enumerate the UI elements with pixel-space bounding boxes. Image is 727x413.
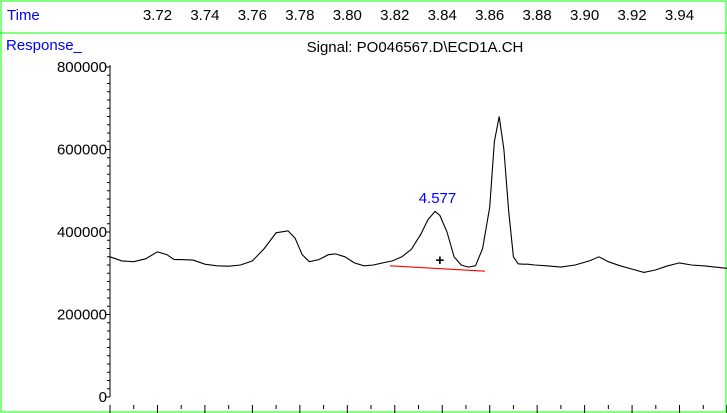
y-tick-label: 0 <box>99 389 107 406</box>
x-tick-label: 3.90 <box>570 7 599 24</box>
signal-trace <box>109 116 727 273</box>
integration-baseline <box>389 265 485 272</box>
x-tick-label: 3.74 <box>190 7 219 24</box>
x-axis-label: Time <box>7 7 40 24</box>
y-tick-label: 800000 <box>57 59 107 76</box>
chart-title: Signal: PO046567.D\ECD1A.CH <box>307 39 524 56</box>
x-axis <box>109 405 727 413</box>
x-tick-label: 3.92 <box>617 7 646 24</box>
x-tick-label: 3.72 <box>143 7 172 24</box>
x-tick-label: 3.80 <box>333 7 362 24</box>
y-tick-label: 400000 <box>57 224 107 241</box>
x-tick-label: 3.84 <box>428 7 457 24</box>
x-tick-label: 3.94 <box>665 7 694 24</box>
y-tick-label: 600000 <box>57 142 107 159</box>
x-tick-labels: 3.72 3.74 3.76 3.78 3.80 3.82 3.84 3.86 3.88 3.90… <box>143 7 694 24</box>
x-tick-label: 3.82 <box>380 7 409 24</box>
x-tick-label: 3.78 <box>285 7 314 24</box>
peak-apex-marker: + <box>435 252 444 269</box>
y-axis-label: Response_ <box>6 37 83 54</box>
plot-area: 4.577 + <box>109 116 727 273</box>
peak-label: 4.577 <box>419 190 457 207</box>
y-axis: 0 200000 400000 600000 800000 <box>57 59 111 406</box>
y-tick-label: 200000 <box>57 307 107 324</box>
x-tick-label: 3.88 <box>523 7 552 24</box>
x-tick-label: 3.76 <box>238 7 267 24</box>
x-tick-label: 3.86 <box>475 7 504 24</box>
